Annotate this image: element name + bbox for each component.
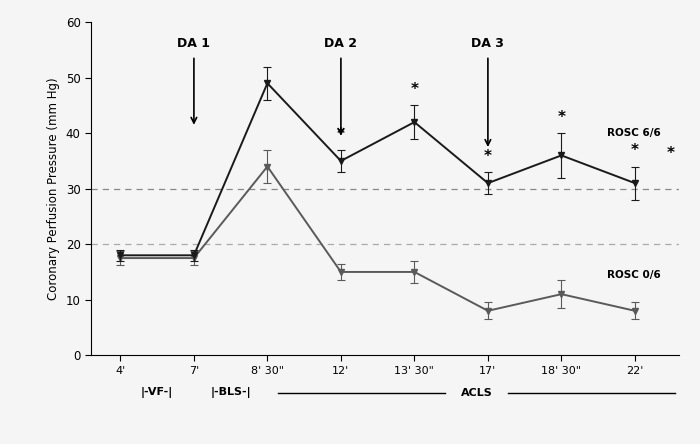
Y-axis label: Coronary Perfusion Pressure (mm Hg): Coronary Perfusion Pressure (mm Hg)	[47, 77, 60, 300]
Text: ROSC 0/6: ROSC 0/6	[607, 270, 661, 280]
Text: *: *	[631, 143, 639, 158]
Text: |-BLS-|: |-BLS-|	[210, 388, 251, 398]
Text: *: *	[484, 149, 492, 164]
Text: *: *	[337, 127, 345, 142]
Text: DA 2: DA 2	[324, 37, 358, 50]
Text: |-VF-|: |-VF-|	[141, 388, 174, 398]
Text: ACLS: ACLS	[461, 388, 493, 398]
Text: *: *	[666, 146, 674, 161]
Text: DA 1: DA 1	[177, 37, 211, 50]
Text: DA 3: DA 3	[472, 37, 504, 50]
Text: *: *	[557, 110, 566, 125]
Text: *: *	[410, 82, 419, 97]
Text: ROSC 6/6: ROSC 6/6	[607, 128, 661, 138]
